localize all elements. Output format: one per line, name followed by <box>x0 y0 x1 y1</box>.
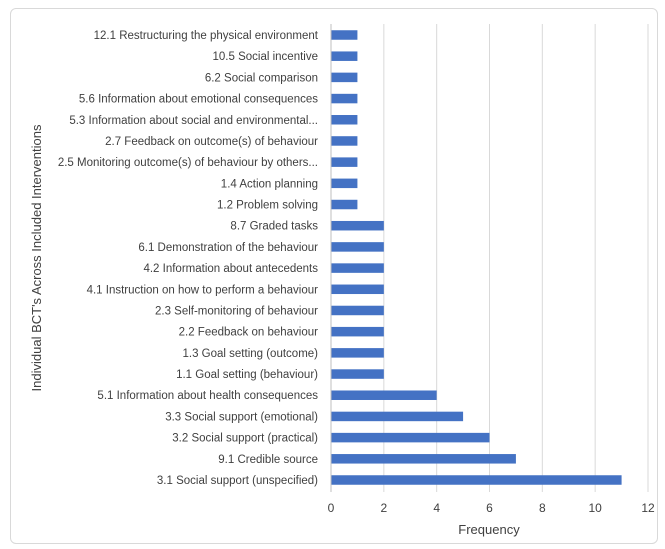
category-labels: 12.1 Restructuring the physical environm… <box>58 30 319 487</box>
x-tick-labels: 0 2 4 6 8 10 12 <box>328 501 655 515</box>
x-tick-label: 0 <box>328 501 335 515</box>
bar <box>331 51 358 61</box>
x-tick-label: 4 <box>433 501 440 515</box>
x-tick-label: 6 <box>486 501 493 515</box>
x-tick-label: 2 <box>380 501 387 515</box>
x-tick-label: 8 <box>539 501 546 515</box>
gridlines <box>383 24 649 492</box>
bar <box>331 115 358 125</box>
bar <box>331 220 384 231</box>
bar <box>331 72 358 83</box>
category-label: 4.2 Information about antecedents <box>143 263 318 275</box>
category-label: 5.1 Information about health consequence… <box>97 390 318 402</box>
category-label: 2.3 Self-monitoring of behaviour <box>155 305 318 317</box>
bar <box>331 305 384 316</box>
category-label: 2.5 Monitoring outcome(s) of behaviour b… <box>58 157 318 169</box>
category-label: 6.1 Demonstration of the behaviour <box>138 242 318 254</box>
category-label: 3.1 Social support (unspecified) <box>157 475 318 487</box>
category-label: 6.2 Social comparison <box>205 72 318 84</box>
category-label: 2.7 Feedback on outcome(s) of behaviour <box>105 136 318 148</box>
bars <box>331 30 622 485</box>
bar <box>331 369 384 379</box>
category-label: 5.3 Information about social and environ… <box>69 115 318 127</box>
bar <box>331 284 384 295</box>
category-label: 10.5 Social incentive <box>213 51 318 63</box>
bar <box>331 263 384 273</box>
x-tick-label: 12 <box>641 501 655 515</box>
category-label: 3.3 Social support (emotional) <box>165 411 318 423</box>
x-axis-title: Frequency <box>458 522 520 537</box>
category-label: 5.6 Information about emotional conseque… <box>79 94 318 106</box>
category-label: 12.1 Restructuring the physical environm… <box>94 30 319 42</box>
bar <box>331 178 358 189</box>
category-label: 1.3 Goal setting (outcome) <box>182 348 318 360</box>
category-label: 1.2 Problem solving <box>217 200 318 212</box>
category-label: 1.4 Action planning <box>221 178 318 190</box>
category-label: 4.1 Instruction on how to perform a beha… <box>87 284 319 296</box>
bar <box>331 475 622 485</box>
category-label: 9.1 Credible source <box>218 454 318 466</box>
bar <box>331 199 358 210</box>
category-label: 2.2 Feedback on behaviour <box>179 327 319 339</box>
bar <box>331 242 384 252</box>
bar <box>331 411 464 422</box>
category-label: 8.7 Graded tasks <box>230 221 318 233</box>
category-label: 1.1 Goal setting (behaviour) <box>176 369 318 381</box>
bar <box>331 432 490 443</box>
bar <box>331 348 384 358</box>
bar <box>331 93 358 104</box>
bar <box>331 326 384 337</box>
bar <box>331 30 358 40</box>
bar <box>331 390 437 400</box>
y-axis-title: Individual BCT's Across Included Interve… <box>29 124 44 391</box>
bar <box>331 157 358 167</box>
bar <box>331 454 516 464</box>
x-tick-label: 10 <box>588 501 602 515</box>
bar <box>331 136 358 146</box>
category-label: 3.2 Social support (practical) <box>172 433 318 445</box>
